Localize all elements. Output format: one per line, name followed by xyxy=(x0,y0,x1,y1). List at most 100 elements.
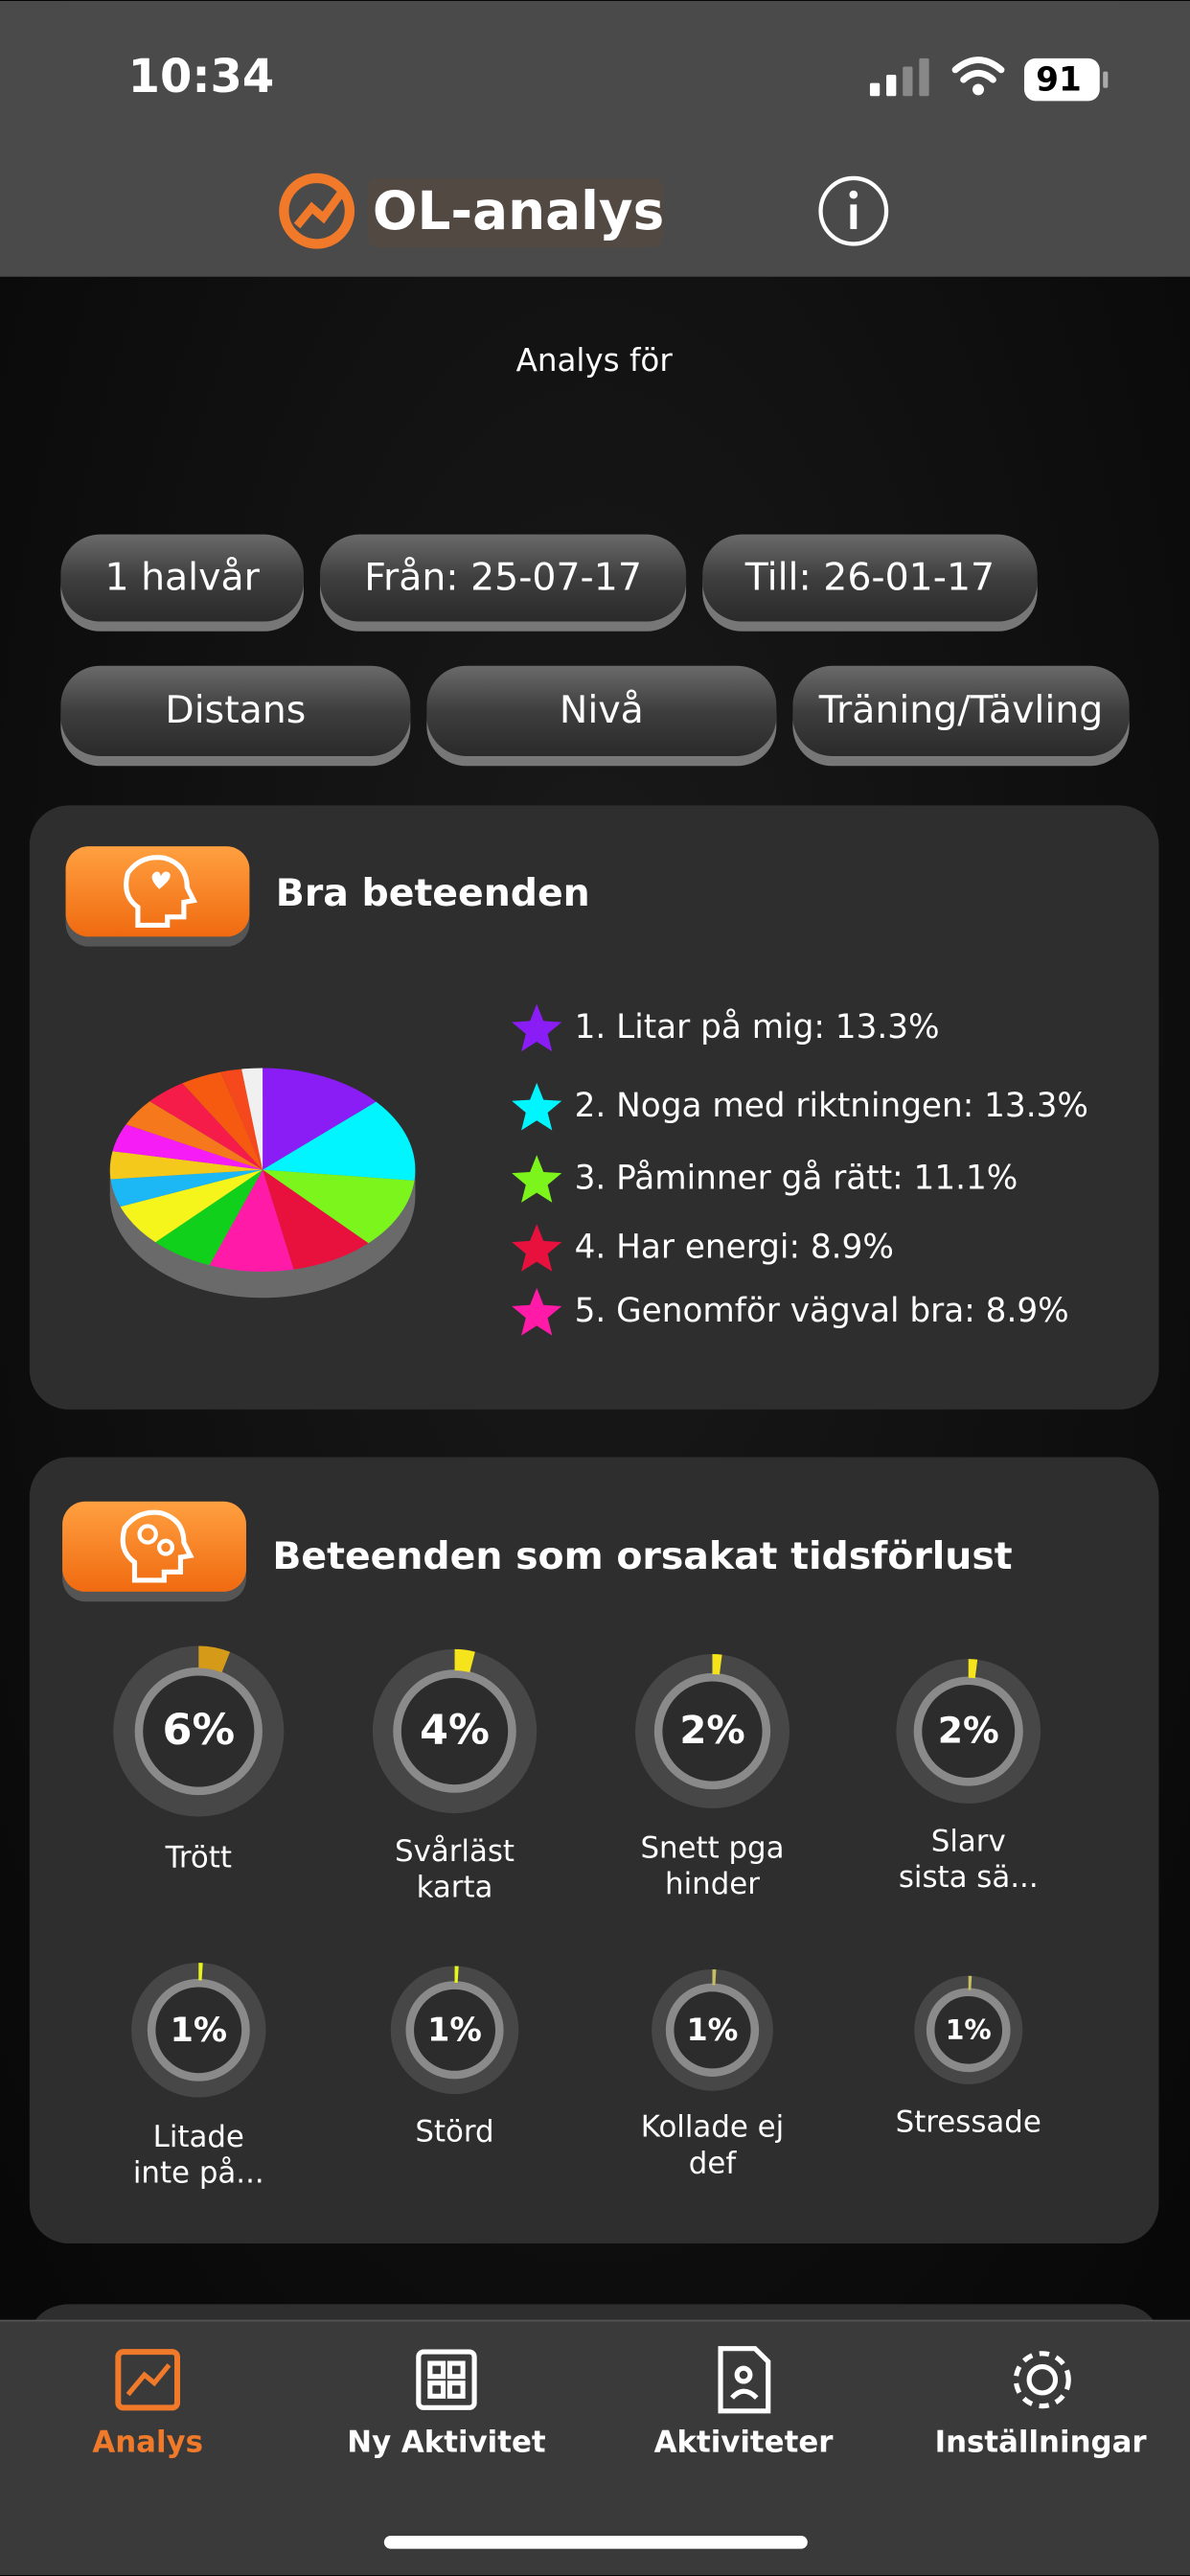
status-time: 10:34 xyxy=(128,50,275,104)
app-title: OL-analys xyxy=(373,180,664,242)
pie-slice xyxy=(241,1068,263,1170)
legend-star xyxy=(512,1003,562,1052)
button-face xyxy=(60,534,304,622)
pie-slice xyxy=(209,1169,294,1272)
tab-label[interactable]: Aktiviteter xyxy=(654,2426,835,2460)
gauge-inner xyxy=(147,1978,250,2082)
pie-slice xyxy=(263,1101,416,1181)
gauge-label: sista sä... xyxy=(899,1860,1039,1895)
gauge-label: Slarv xyxy=(931,1825,1006,1859)
gauge-inner xyxy=(926,1988,1011,2073)
legend-star xyxy=(512,1288,562,1336)
filter-button[interactable]: Träning/Tävling xyxy=(792,665,1130,767)
button-face xyxy=(792,665,1130,756)
behavior-icon xyxy=(65,846,250,947)
gauge-value: 2% xyxy=(938,1710,999,1752)
legend-star xyxy=(512,1155,562,1203)
button-label: Till: 26-01-17 xyxy=(744,555,995,599)
pie-slice xyxy=(110,1169,263,1208)
gauge-inner xyxy=(134,1667,263,1796)
button-label: Distans xyxy=(165,688,306,732)
button-face xyxy=(426,665,777,756)
card xyxy=(29,1457,1159,2244)
battery-icon xyxy=(1023,58,1100,102)
tab-icon-new xyxy=(416,2349,477,2410)
signal-icon xyxy=(869,58,929,97)
button-face xyxy=(702,534,1038,622)
card-title: Bra beteenden xyxy=(276,871,590,915)
loss-icon xyxy=(62,1501,246,1602)
gauge-label: Kollade ej xyxy=(641,2110,784,2145)
tab-icon-settings xyxy=(1013,2351,1071,2409)
pie-slice xyxy=(220,1069,263,1170)
tab-label[interactable]: Inställningar xyxy=(935,2426,1148,2460)
tab-icon-analys xyxy=(115,2349,181,2411)
gauge-value: 4% xyxy=(420,1707,490,1755)
legend-label: 3. Påminner gå rätt: 11.1% xyxy=(575,1159,1018,1197)
pie-slice xyxy=(109,1151,263,1180)
pie-slice xyxy=(263,1068,377,1170)
filter-button[interactable]: Till: 26-01-17 xyxy=(702,534,1038,632)
gauge-label: Störd xyxy=(415,2115,493,2150)
filter-button[interactable]: Distans xyxy=(60,665,411,767)
battery-tip xyxy=(1103,71,1109,88)
pie-slice xyxy=(120,1169,263,1243)
pie-slice xyxy=(126,1101,263,1170)
info-button[interactable] xyxy=(818,175,889,246)
gauge-inner xyxy=(913,1676,1023,1786)
card-title: Beteenden som orsakat tidsförlust xyxy=(272,1534,1012,1578)
title-highlight xyxy=(367,177,664,247)
gauge-value: 1% xyxy=(946,2014,992,2046)
filter-button[interactable]: 1 halvår xyxy=(60,534,304,632)
pie-slice xyxy=(112,1124,263,1170)
tab-label[interactable]: Analys xyxy=(92,2426,203,2460)
gauge-label: karta xyxy=(417,1870,493,1904)
pie-slice xyxy=(155,1169,263,1266)
gauge-label: inte på... xyxy=(133,2156,264,2191)
button-face xyxy=(60,665,411,756)
button-label: Träning/Tävling xyxy=(818,688,1104,732)
gauge-inner xyxy=(393,1669,516,1793)
wifi-icon xyxy=(951,57,1005,83)
gauge-arc xyxy=(712,1654,722,1675)
legend-label: 2. Noga med riktningen: 13.3% xyxy=(575,1087,1088,1125)
gauge-arc xyxy=(968,1659,978,1679)
app-logo xyxy=(279,172,355,249)
gauge-label: Stressade xyxy=(896,2104,1041,2139)
filter-button[interactable]: Från: 25-07-17 xyxy=(320,534,687,632)
gauge: 1% Störd xyxy=(390,1966,519,2150)
subtitle: Analys för xyxy=(516,342,674,379)
tab-bar xyxy=(0,2320,1190,2576)
tab-label[interactable]: Ny Aktivitet xyxy=(347,2426,546,2460)
gauge-value: 6% xyxy=(162,1705,235,1755)
gauge-inner xyxy=(653,1672,771,1790)
home-indicator xyxy=(383,2535,808,2549)
filter-button[interactable]: Nivå xyxy=(426,665,777,767)
gauge-value: 1% xyxy=(427,2012,482,2049)
legend-star xyxy=(512,1082,562,1131)
button-face xyxy=(320,534,687,622)
battery-level: 91 xyxy=(1036,60,1082,99)
pie-slice xyxy=(263,1169,369,1270)
gauge-label: hinder xyxy=(665,1867,760,1901)
pie-slice xyxy=(149,1083,263,1170)
button-label: 1 halvår xyxy=(105,555,261,599)
legend-star xyxy=(512,1224,562,1272)
gauge: 6% Trött xyxy=(113,1645,285,1875)
button-label: Nivå xyxy=(560,688,644,732)
gauge-inner xyxy=(405,1981,504,2080)
gauge-value: 2% xyxy=(679,1709,744,1753)
gauge-arc xyxy=(454,1648,475,1673)
gauge-label: Litade xyxy=(153,2120,244,2154)
pie-slice xyxy=(263,1169,415,1244)
button-label: Från: 25-07-17 xyxy=(364,555,642,599)
gauge-label: def xyxy=(689,2146,738,2180)
wifi-dot xyxy=(973,83,985,96)
